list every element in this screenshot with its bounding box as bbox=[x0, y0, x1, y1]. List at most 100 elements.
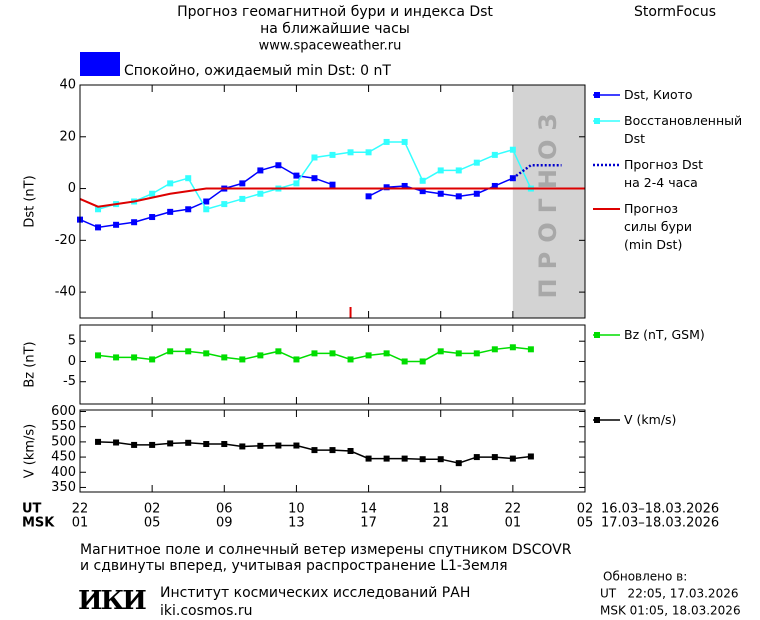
point bbox=[113, 221, 120, 228]
point bbox=[167, 440, 174, 447]
point bbox=[311, 447, 318, 454]
y-axis-label: Dst (nT) bbox=[23, 175, 38, 227]
point bbox=[473, 159, 480, 166]
brand: StormFocus bbox=[634, 4, 716, 20]
institute: Институт космических исследований РАН bbox=[160, 585, 470, 601]
x-row-range: 16.03–18.03.2026 bbox=[601, 502, 719, 517]
y-tick-label: 550 bbox=[51, 419, 76, 434]
x-tick-label: 05 bbox=[577, 516, 594, 531]
point bbox=[167, 208, 174, 215]
title: Прогноз геомагнитной бури и индекса Dst bbox=[177, 4, 493, 20]
point bbox=[365, 149, 372, 156]
point bbox=[275, 442, 282, 449]
panel-frame bbox=[79, 84, 586, 319]
point bbox=[383, 455, 390, 462]
forecast-label: ПРОГНОЗ bbox=[534, 105, 562, 299]
x-tick-label: 02 bbox=[577, 502, 594, 517]
status-text: Спокойно, ожидаемый min Dst: 0 nT bbox=[124, 63, 391, 79]
point bbox=[257, 352, 264, 359]
note: Магнитное поле и солнечный ветер измерен… bbox=[80, 542, 572, 558]
point bbox=[491, 346, 498, 353]
point bbox=[365, 352, 372, 359]
point bbox=[347, 448, 354, 454]
x-row-label: UT bbox=[22, 502, 42, 517]
point bbox=[221, 201, 228, 208]
point bbox=[437, 348, 444, 355]
point bbox=[437, 190, 444, 197]
point bbox=[113, 354, 120, 361]
x-tick-label: 09 bbox=[216, 516, 233, 531]
panel-frame bbox=[79, 324, 586, 405]
point bbox=[401, 138, 408, 145]
point bbox=[149, 441, 156, 448]
point bbox=[185, 348, 192, 355]
panel-frame bbox=[79, 409, 586, 493]
legend-marker bbox=[594, 332, 600, 338]
point bbox=[185, 206, 192, 213]
point bbox=[95, 438, 102, 445]
x-tick-label: 05 bbox=[144, 516, 161, 531]
y-tick-label: -40 bbox=[55, 285, 76, 300]
updated-title: Обновлено в: bbox=[603, 570, 687, 584]
point bbox=[149, 214, 156, 221]
x-tick-label: 13 bbox=[288, 516, 305, 531]
point bbox=[527, 346, 534, 353]
point bbox=[401, 358, 408, 365]
point bbox=[113, 439, 120, 446]
point bbox=[419, 177, 426, 184]
point bbox=[257, 190, 264, 197]
point bbox=[347, 356, 354, 363]
forecast-region bbox=[512, 85, 585, 318]
point bbox=[185, 439, 192, 446]
point bbox=[401, 455, 408, 462]
point bbox=[149, 356, 156, 363]
point bbox=[347, 149, 354, 156]
updated-msk: MSK 01:05, 18.03.2026 bbox=[600, 604, 741, 618]
point bbox=[365, 455, 372, 462]
x-tick-label: 01 bbox=[72, 516, 89, 531]
point bbox=[203, 206, 210, 213]
legend-marker bbox=[594, 92, 600, 98]
point bbox=[329, 447, 336, 454]
legend-label: Dst, Киото bbox=[624, 87, 693, 102]
point bbox=[311, 154, 318, 161]
point bbox=[437, 456, 444, 463]
point bbox=[311, 175, 318, 182]
x-row-range: 17.03–18.03.2026 bbox=[601, 516, 719, 531]
y-tick-label: 0 bbox=[68, 354, 76, 369]
point bbox=[185, 175, 192, 182]
point bbox=[455, 193, 462, 200]
legend-marker bbox=[594, 118, 600, 124]
x-tick-label: 14 bbox=[360, 502, 377, 517]
point bbox=[293, 356, 300, 363]
point bbox=[293, 180, 300, 187]
point bbox=[131, 441, 138, 448]
point bbox=[131, 219, 138, 226]
point bbox=[509, 455, 516, 462]
point bbox=[239, 180, 246, 187]
point bbox=[239, 443, 246, 450]
point bbox=[455, 350, 462, 357]
legend-marker bbox=[594, 417, 600, 423]
point bbox=[293, 442, 300, 449]
point bbox=[383, 350, 390, 357]
point bbox=[239, 356, 246, 363]
y-tick-label: -5 bbox=[63, 374, 76, 389]
note: и сдвинуты вперед, учитывая распростране… bbox=[80, 558, 508, 574]
legend-label: Прогноз Dst на 2-4 часа bbox=[624, 157, 704, 190]
y-tick-label: 20 bbox=[59, 129, 76, 144]
legend-label: V (km/s) bbox=[624, 412, 677, 427]
y-tick-label: 40 bbox=[59, 78, 76, 93]
institute-site: iki.cosmos.ru bbox=[160, 603, 252, 619]
subtitle: на ближайшие часы bbox=[260, 21, 410, 37]
x-tick-label: 17 bbox=[360, 516, 377, 531]
point bbox=[203, 441, 210, 448]
x-tick-label: 18 bbox=[432, 502, 449, 517]
point bbox=[383, 138, 390, 145]
x-row-label: MSK bbox=[22, 516, 55, 531]
point bbox=[131, 354, 138, 361]
point bbox=[239, 195, 246, 202]
y-tick-label: 500 bbox=[51, 434, 76, 449]
point bbox=[221, 354, 228, 361]
